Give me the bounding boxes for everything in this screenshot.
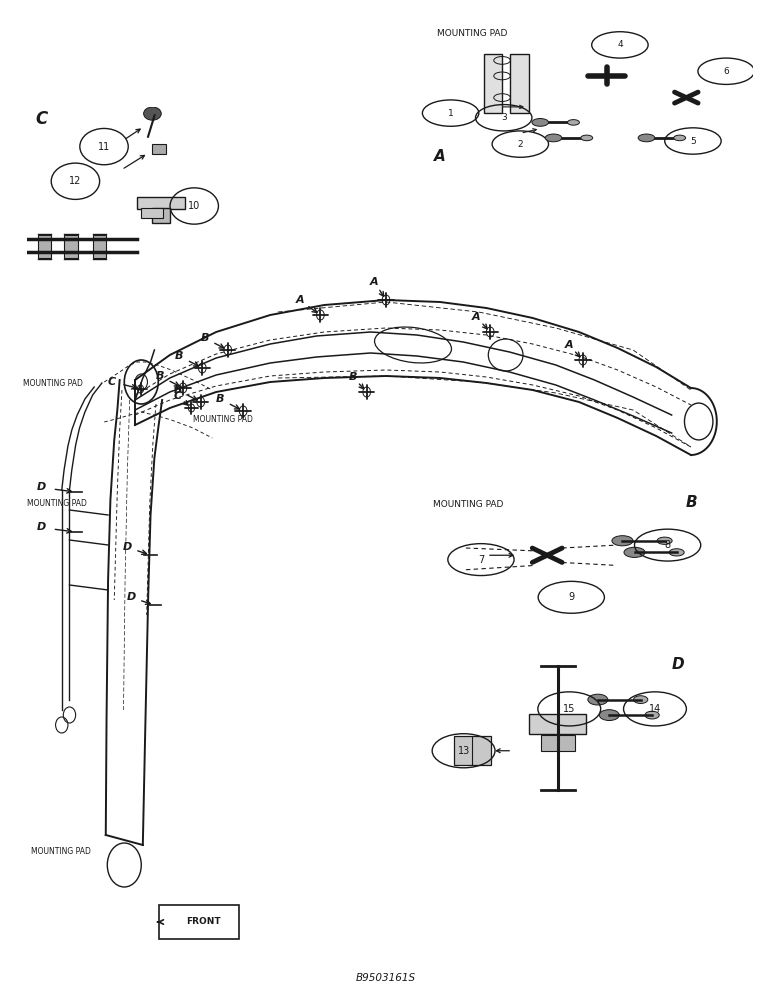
- Text: A: A: [472, 312, 481, 322]
- Text: 7: 7: [478, 555, 484, 565]
- FancyBboxPatch shape: [530, 714, 587, 734]
- FancyBboxPatch shape: [540, 735, 575, 751]
- FancyBboxPatch shape: [137, 197, 185, 209]
- Text: 14: 14: [648, 704, 661, 714]
- Text: D: D: [672, 657, 685, 672]
- Circle shape: [532, 119, 549, 126]
- Text: C: C: [174, 391, 181, 401]
- Text: D: D: [36, 483, 46, 492]
- Circle shape: [669, 549, 684, 556]
- Text: B: B: [348, 372, 357, 382]
- Circle shape: [657, 537, 672, 544]
- Text: C: C: [36, 109, 48, 127]
- FancyBboxPatch shape: [38, 235, 51, 258]
- Text: 11: 11: [98, 142, 110, 152]
- FancyBboxPatch shape: [159, 905, 239, 939]
- Circle shape: [587, 694, 608, 705]
- Text: MOUNTING PAD: MOUNTING PAD: [193, 416, 253, 424]
- Text: B: B: [200, 333, 209, 343]
- Text: B: B: [155, 371, 164, 381]
- Text: 10: 10: [188, 201, 201, 211]
- Text: MOUNTING PAD: MOUNTING PAD: [433, 500, 503, 509]
- Text: MOUNTING PAD: MOUNTING PAD: [27, 498, 87, 508]
- FancyBboxPatch shape: [510, 54, 529, 113]
- FancyBboxPatch shape: [152, 208, 170, 223]
- Circle shape: [674, 135, 686, 141]
- Text: D: D: [123, 542, 132, 552]
- Circle shape: [144, 107, 161, 120]
- Text: 8: 8: [665, 540, 671, 550]
- Text: 1: 1: [448, 109, 453, 118]
- Text: MOUNTING PAD: MOUNTING PAD: [31, 848, 91, 856]
- Text: D: D: [36, 522, 46, 532]
- Text: B9503161S: B9503161S: [356, 973, 416, 983]
- Text: D: D: [127, 592, 136, 602]
- FancyBboxPatch shape: [93, 235, 107, 258]
- Text: A: A: [295, 295, 304, 305]
- Text: 15: 15: [563, 704, 575, 714]
- Text: B: B: [174, 351, 184, 361]
- FancyBboxPatch shape: [64, 235, 78, 258]
- Text: FRONT: FRONT: [186, 918, 220, 926]
- Text: A: A: [370, 277, 379, 287]
- Text: C: C: [107, 377, 116, 387]
- Circle shape: [638, 134, 655, 142]
- FancyBboxPatch shape: [152, 144, 166, 154]
- FancyBboxPatch shape: [484, 54, 502, 113]
- Text: 2: 2: [517, 140, 523, 149]
- Circle shape: [634, 696, 648, 703]
- Text: B: B: [173, 385, 182, 395]
- Circle shape: [599, 710, 619, 721]
- Text: 3: 3: [501, 113, 506, 122]
- FancyBboxPatch shape: [454, 736, 491, 765]
- FancyBboxPatch shape: [141, 208, 164, 218]
- Text: 6: 6: [723, 67, 729, 76]
- Text: 13: 13: [458, 746, 469, 756]
- Text: B: B: [215, 394, 225, 404]
- Text: B: B: [686, 495, 697, 510]
- Circle shape: [581, 135, 593, 141]
- Text: 9: 9: [568, 592, 574, 602]
- Circle shape: [567, 120, 580, 125]
- Text: 12: 12: [69, 176, 82, 186]
- Text: 5: 5: [690, 136, 696, 145]
- Circle shape: [545, 134, 562, 142]
- Text: 4: 4: [617, 40, 623, 49]
- Text: A: A: [564, 340, 574, 350]
- Text: MOUNTING PAD: MOUNTING PAD: [23, 378, 83, 387]
- Text: MOUNTING PAD: MOUNTING PAD: [437, 29, 508, 38]
- Circle shape: [612, 536, 633, 546]
- Circle shape: [624, 547, 645, 557]
- Circle shape: [645, 711, 659, 719]
- Text: A: A: [434, 149, 445, 164]
